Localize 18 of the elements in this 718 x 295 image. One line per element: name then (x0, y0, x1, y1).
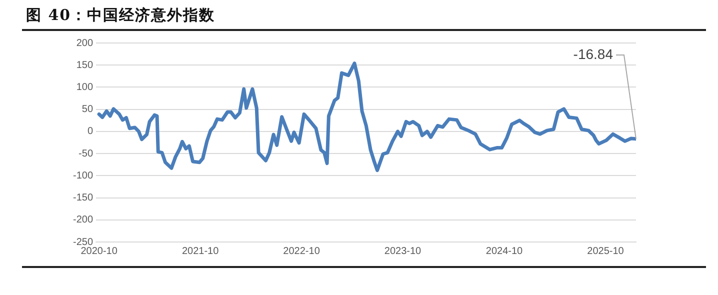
y-tick-label: -150 (73, 192, 94, 204)
annotation: -16.84 (573, 46, 614, 62)
x-tick-label: 2022-10 (283, 246, 320, 257)
y-tick-label: -200 (73, 214, 94, 226)
y-tick-label: 150 (76, 60, 94, 71)
y-tick-label: -250 (73, 236, 94, 248)
x-tick-label: 2020-10 (80, 246, 118, 257)
y-tick-label: 50 (82, 104, 94, 116)
y-tick-label: 100 (76, 82, 94, 93)
y-tick-label: 0 (87, 126, 94, 138)
y-tick-label: -50 (78, 148, 94, 160)
y-tick-label: 200 (76, 38, 94, 49)
x-tick-label: 2025-10 (587, 246, 624, 257)
chart-title: 图 40：中国经济意外指数 (26, 6, 216, 25)
x-tick-label: 2024-10 (486, 246, 524, 257)
y-tick-label: -100 (73, 170, 94, 182)
x-tick-label: 2021-10 (182, 246, 220, 257)
x-tick-label: 2023-10 (384, 246, 422, 257)
